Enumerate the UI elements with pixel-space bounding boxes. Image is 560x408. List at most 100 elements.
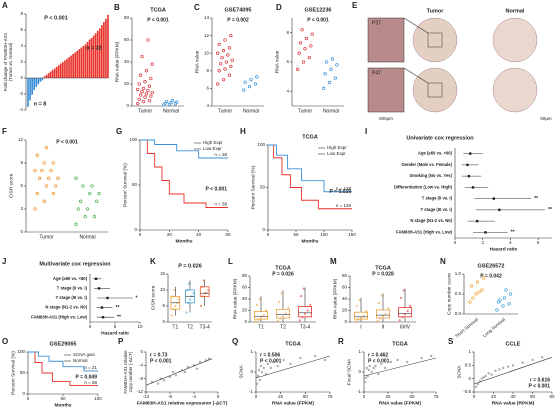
data-point bbox=[377, 301, 381, 305]
y-axis-label: (Tumor vs. Normal) bbox=[8, 42, 13, 81]
y-tick-label: 0 bbox=[134, 227, 137, 232]
y-tick-label: 14 bbox=[204, 15, 210, 20]
data-point bbox=[40, 169, 44, 173]
box bbox=[199, 286, 210, 297]
x-axis-label: RNA value (RPKM) bbox=[492, 400, 535, 406]
x-tick-label: 0 bbox=[363, 394, 366, 399]
row-label: T stage (III vs. I) bbox=[421, 207, 453, 212]
data-point bbox=[42, 161, 46, 165]
legend-label: SCNA gain bbox=[73, 352, 96, 357]
data-point bbox=[146, 38, 150, 42]
zoom-box bbox=[427, 32, 443, 48]
y-tick-label: 40 bbox=[242, 296, 248, 301]
data-point bbox=[195, 367, 199, 370]
data-point bbox=[168, 375, 172, 379]
x-tick-label: 0 bbox=[27, 396, 30, 401]
panel-letter: Q bbox=[232, 337, 238, 346]
bar bbox=[39, 78, 42, 82]
x-tick-label: T1 bbox=[258, 324, 264, 330]
y-axis-label: SCNA bbox=[456, 365, 462, 379]
hazard-ratio bbox=[466, 163, 469, 167]
bar bbox=[68, 57, 70, 78]
hazard-ratio bbox=[469, 152, 472, 155]
data-point bbox=[258, 297, 261, 301]
bar bbox=[101, 25, 103, 78]
x-tick-label: I bbox=[360, 324, 361, 330]
y-tick-label: 12 bbox=[204, 33, 210, 38]
data-point bbox=[141, 99, 146, 104]
data-point bbox=[282, 358, 285, 362]
column-header: Normal bbox=[506, 8, 525, 14]
chart-title: Multivariate cox regression bbox=[39, 261, 111, 267]
data-point bbox=[365, 366, 369, 370]
data-point bbox=[149, 94, 153, 98]
y-tick-label: 100 bbox=[257, 142, 265, 147]
data-point bbox=[496, 300, 501, 304]
legend-label: Normal bbox=[73, 358, 88, 363]
row-label: T stage (II vs. I) bbox=[422, 196, 453, 201]
y-tick-label: -4 bbox=[19, 107, 23, 112]
panel-letter: K bbox=[150, 257, 156, 266]
y-tick-label: 9 bbox=[20, 160, 23, 165]
x-axis-label: RNA value (FPKM) bbox=[272, 400, 314, 406]
data-point bbox=[266, 362, 270, 366]
bar bbox=[55, 66, 58, 78]
x-tick-label: Tumor bbox=[39, 234, 54, 240]
scale-label: 500μm bbox=[379, 116, 393, 121]
data-point bbox=[88, 192, 92, 196]
data-point bbox=[498, 368, 501, 371]
survival-curve bbox=[268, 144, 352, 210]
data-point bbox=[531, 358, 534, 362]
data-point bbox=[372, 366, 375, 370]
bar bbox=[72, 54, 74, 78]
data-point bbox=[323, 358, 327, 362]
data-point bbox=[406, 360, 409, 364]
y-tick-label: 8 bbox=[206, 68, 209, 73]
p-value: P < 0.001 bbox=[368, 358, 390, 364]
row-label: FAM83H-AS1 (High vs. Low) bbox=[396, 229, 452, 234]
significance: ** bbox=[548, 207, 552, 213]
box bbox=[353, 311, 368, 320]
data-point bbox=[314, 354, 317, 358]
significance: ** bbox=[534, 196, 538, 202]
x-tick-label: 75 bbox=[327, 394, 333, 399]
data-point bbox=[277, 300, 281, 303]
bar bbox=[74, 52, 76, 78]
data-point bbox=[355, 304, 359, 307]
data-point bbox=[259, 316, 263, 319]
survival-curve bbox=[268, 144, 352, 193]
x-axis-label: Months bbox=[301, 238, 318, 244]
x-tick-label: 25 bbox=[385, 394, 391, 399]
box bbox=[375, 309, 390, 319]
chart-title: TCGA bbox=[150, 7, 166, 13]
x-tick-label: Normal bbox=[163, 108, 179, 114]
data-point bbox=[364, 376, 368, 380]
y-tick-label: 5 bbox=[162, 303, 165, 308]
y-axis-label: RNA value (FPKM) bbox=[114, 41, 120, 82]
legend-label: Low Expr bbox=[203, 146, 222, 151]
chart-title: TCGA bbox=[302, 134, 318, 140]
y-tick-label: 4 bbox=[20, 43, 23, 48]
data-point bbox=[174, 304, 177, 308]
data-point bbox=[298, 41, 303, 45]
data-point bbox=[284, 312, 287, 315]
data-point bbox=[380, 294, 383, 297]
x-tick-label: 100 bbox=[320, 232, 328, 237]
data-point bbox=[226, 53, 230, 57]
fit-line bbox=[145, 358, 213, 386]
data-point bbox=[136, 102, 140, 106]
data-point bbox=[188, 282, 191, 285]
data-point bbox=[495, 308, 499, 312]
y-tick-label: 0 bbox=[20, 229, 23, 234]
data-point bbox=[33, 169, 37, 173]
bar bbox=[86, 42, 89, 78]
y-tick-label: 6 bbox=[286, 59, 289, 64]
row-label: N stage (N1-2 vs. N0) bbox=[45, 305, 87, 310]
x-tick-label: T2 bbox=[187, 324, 193, 330]
micrograph-zoom bbox=[367, 17, 405, 63]
p-value: P < 0.001 bbox=[307, 17, 329, 23]
data-point bbox=[329, 67, 333, 71]
significance: ** bbox=[116, 305, 120, 311]
y-axis-label: RNA value (FPKM) bbox=[332, 278, 338, 319]
data-point bbox=[262, 366, 266, 370]
